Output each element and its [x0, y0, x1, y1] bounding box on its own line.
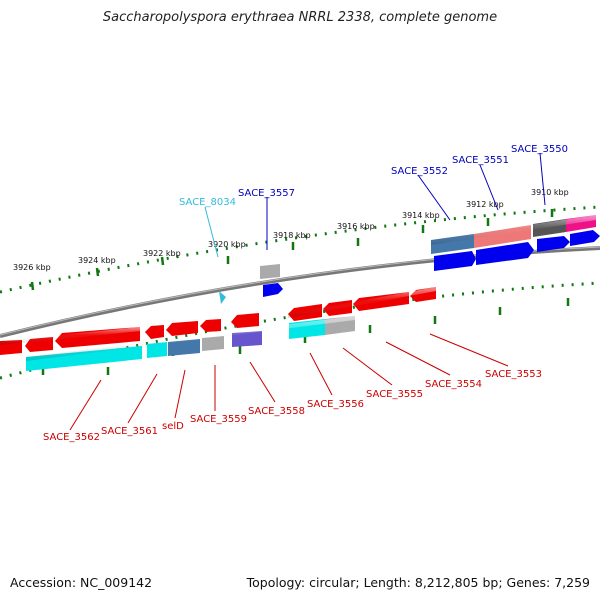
ruler-label: 3912 kbp — [466, 200, 504, 209]
label-leader — [69, 379, 102, 431]
reverse-cds-arrows — [0, 287, 436, 355]
ruler-label: 3914 kbp — [402, 211, 440, 220]
gene-label-sace-3562: SACE_3562 — [43, 432, 100, 443]
cds-arrow-reverse — [145, 325, 164, 339]
gene-label-sace-3557: SACE_3557 — [238, 188, 295, 199]
reverse-gloss — [0, 327, 140, 345]
upper-tracks-gloss — [431, 215, 596, 245]
ruler-label: 3926 kbp — [13, 263, 51, 272]
cyan-feature — [26, 346, 142, 371]
sace-8034-marker — [219, 291, 226, 304]
cds-arrow-forward — [263, 283, 283, 297]
label-leader — [429, 333, 509, 367]
label-leader — [342, 347, 393, 386]
accession-text: Accession: NC_009142 — [10, 575, 153, 590]
forward-cds-arrows — [219, 230, 600, 304]
genome-summary-text: Topology: circular; Length: 8,212,805 bp… — [246, 575, 590, 590]
cyan-feature — [147, 342, 167, 358]
gene-label-sace-3559: SACE_3559 — [190, 414, 247, 425]
cds-arrow-reverse — [231, 313, 259, 328]
lower-feature-tracks — [26, 316, 355, 371]
major-tick — [160, 256, 165, 266]
label-leader — [309, 352, 333, 396]
bottom-gene-labels: SACE_3562 SACE_3561 selD SACE_3559 SACE_… — [43, 333, 542, 443]
cds-arrow-reverse — [166, 321, 198, 336]
gene-label-sace-3550: SACE_3550 — [511, 144, 568, 155]
lower-tracks-gloss — [26, 316, 355, 361]
gray-feature — [202, 336, 224, 351]
steel-feature — [168, 339, 200, 356]
gene-label-seld: selD — [162, 421, 184, 432]
label-leader — [539, 152, 546, 206]
label-leader — [479, 164, 499, 211]
upper-ruler-major-ticks — [30, 209, 554, 291]
ruler-labels: 3926 kbp 3924 kbp 3922 kbp 3920 kbp 3918… — [13, 188, 569, 272]
ruler-label: 3922 kbp — [143, 249, 181, 258]
gray-feature — [260, 264, 280, 279]
ruler-label: 3910 kbp — [531, 188, 569, 197]
gene-label-sace-3561: SACE_3561 — [101, 426, 158, 437]
ruler-label: 3924 kbp — [78, 256, 116, 265]
ruler-label: 3918 kbp — [273, 231, 311, 240]
gene-label-sace-3556: SACE_3556 — [307, 399, 364, 410]
cds-arrow-forward — [476, 242, 534, 265]
cds-arrow-forward — [434, 251, 476, 271]
gene-label-sace-3558: SACE_3558 — [248, 406, 305, 417]
label-leader — [174, 369, 186, 419]
gene-label-sace-3553: SACE_3553 — [485, 369, 542, 380]
upper-feature-tracks — [260, 215, 596, 279]
map-title: Saccharopolyspora erythraea NRRL 2338, c… — [102, 10, 498, 25]
gene-label-sace-3552: SACE_3552 — [391, 166, 448, 177]
reverse-gloss — [288, 287, 436, 318]
cds-arrow-forward — [537, 236, 570, 252]
label-leader — [385, 341, 451, 376]
label-leader — [204, 206, 219, 258]
major-tick — [30, 281, 35, 291]
purple-feature — [232, 331, 262, 347]
gene-label-sace-3554: SACE_3554 — [425, 379, 482, 390]
label-leader — [417, 174, 451, 221]
gene-label-sace-3551: SACE_3551 — [452, 155, 509, 166]
ruler-label: 3916 kbp — [337, 222, 375, 231]
cds-arrow-reverse — [200, 319, 221, 332]
gene-label-sace-3555: SACE_3555 — [366, 389, 423, 400]
top-gene-labels: SACE_8034 SACE_3557 SACE_3552 SACE_3551 … — [179, 144, 568, 258]
label-leader — [249, 361, 276, 403]
cds-arrow-forward — [570, 230, 600, 246]
label-leader — [127, 373, 158, 424]
gene-label-sace-8034: SACE_8034 — [179, 197, 236, 208]
major-tick — [95, 267, 100, 277]
ruler-label: 3920 kbp — [208, 240, 246, 249]
